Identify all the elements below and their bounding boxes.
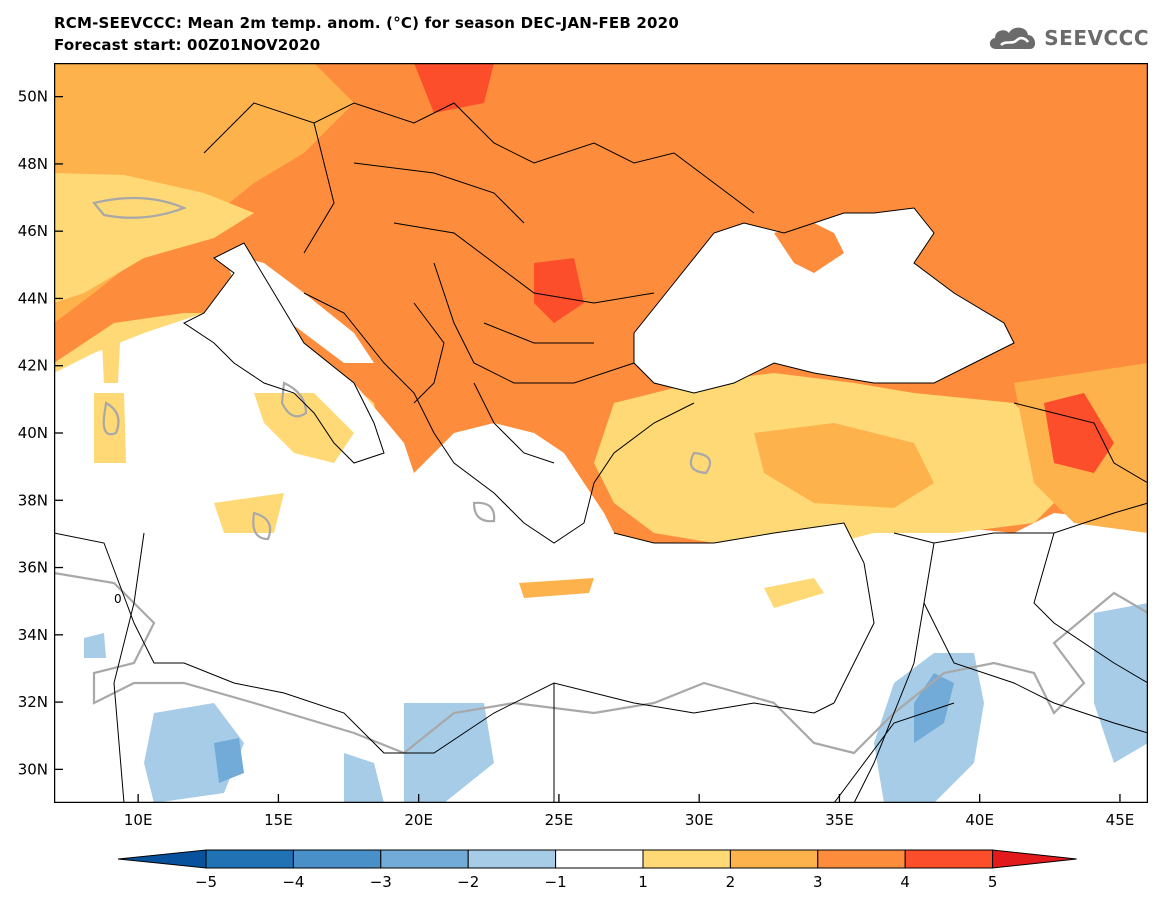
colorbar-segment bbox=[292, 849, 382, 869]
seevccc-logo: SEEVCCC bbox=[986, 20, 1149, 56]
cyprus bbox=[764, 578, 824, 608]
map-ticks bbox=[54, 95, 1121, 803]
colorbar-label: 5 bbox=[988, 873, 998, 891]
anomaly-region-4-5-caucasus bbox=[1044, 393, 1114, 473]
anomaly-region-1-2-alps bbox=[54, 173, 254, 303]
colorbar-label: −5 bbox=[195, 873, 217, 891]
borders-central-europe bbox=[203, 102, 755, 464]
lat-tick-label: 36N bbox=[18, 559, 48, 577]
map-canvas: 0 bbox=[53, 62, 1149, 804]
sea-mediterranean bbox=[54, 243, 874, 753]
lat-tick-label: 42N bbox=[18, 357, 48, 375]
contour-zero-africa bbox=[54, 571, 1148, 755]
logo-text: SEEVCCC bbox=[1044, 26, 1149, 50]
zero-contours bbox=[54, 196, 1148, 755]
lat-tick-labels: 50N 48N 46N 44N 42N 40N 38N 36N 34N 32N 30N bbox=[18, 88, 48, 779]
coastline-africa bbox=[54, 532, 835, 754]
coastline-balkans bbox=[303, 292, 695, 544]
colorbar-segment bbox=[467, 849, 557, 869]
colorbar-label: −2 bbox=[457, 873, 479, 891]
coastline-turkey-south bbox=[613, 522, 865, 564]
cloud-icon bbox=[990, 27, 1036, 49]
colorbar: −5 −4 −3 −2 −1 1 2 3 4 5 bbox=[118, 849, 1077, 891]
colorbar-label: 1 bbox=[638, 873, 648, 891]
contour-zero-italy bbox=[280, 381, 308, 418]
lon-tick-label: 20E bbox=[404, 811, 433, 829]
crete bbox=[519, 578, 594, 598]
colorbar-label: −1 bbox=[545, 873, 567, 891]
sea-tyrrhenian-coast bbox=[254, 393, 354, 463]
corsica bbox=[102, 343, 120, 383]
contour-zero-alps bbox=[92, 196, 187, 219]
lat-tick-label: 30N bbox=[18, 760, 48, 778]
lon-tick-label: 35E bbox=[825, 811, 854, 829]
colorbar-under-triangle bbox=[118, 849, 207, 869]
lat-tick-label: 34N bbox=[18, 626, 48, 644]
anomaly-region-4-5-north bbox=[414, 63, 494, 113]
anomaly-region-2-3-turkey bbox=[754, 423, 934, 508]
lon-tick-label: 45E bbox=[1106, 811, 1135, 829]
lon-tick-label: 30E bbox=[685, 811, 714, 829]
colorbar-segment bbox=[555, 849, 644, 869]
colorbar-segment bbox=[380, 849, 469, 869]
contour-zero-greece bbox=[472, 501, 496, 523]
lat-tick-label: 46N bbox=[18, 222, 48, 240]
contour-zero-turkey bbox=[689, 451, 712, 475]
map-title: RCM-SEEVCCC: Mean 2m temp. anom. (°C) fo… bbox=[54, 14, 679, 32]
sardinia bbox=[94, 393, 126, 463]
colorbar-label: 4 bbox=[900, 873, 910, 891]
anomaly-region-neg1-libya bbox=[84, 633, 106, 658]
contour-zero-sicily bbox=[252, 511, 272, 541]
crimea bbox=[774, 223, 844, 273]
colorbar-segment bbox=[205, 849, 294, 869]
anomaly-region-neg1-iraq bbox=[1094, 603, 1148, 763]
lon-tick-labels: 10E 15E 20E 25E 30E 35E 40E 45E bbox=[124, 811, 1134, 829]
colorbar-segment bbox=[904, 849, 994, 869]
borders-africa bbox=[113, 532, 555, 803]
borders-middle-east bbox=[833, 402, 1148, 803]
colorbar-segment bbox=[817, 849, 906, 869]
colorbar-over-triangle bbox=[992, 849, 1077, 869]
lon-tick-label: 15E bbox=[264, 811, 293, 829]
sea-black bbox=[634, 208, 1014, 393]
anomaly-region-4-5-romania bbox=[534, 258, 584, 323]
anomaly-map: 0 bbox=[53, 62, 1149, 804]
sea-adriatic bbox=[224, 253, 374, 363]
sicily bbox=[214, 493, 284, 533]
contour-zero-label: 0 bbox=[114, 592, 122, 606]
forecast-start-label: Forecast start: 00Z01NOV2020 bbox=[54, 36, 321, 54]
colorbar-label: −4 bbox=[282, 873, 304, 891]
lat-tick-label: 50N bbox=[18, 88, 48, 106]
coastline-levant bbox=[833, 562, 875, 704]
lat-tick-label: 38N bbox=[18, 491, 48, 509]
coastline-black-sea bbox=[633, 207, 1015, 394]
anomaly-region-neg2-arabia bbox=[914, 673, 954, 743]
country-borders bbox=[54, 102, 1148, 803]
anomaly-region-neg1-africa-c bbox=[344, 753, 384, 803]
coastline-italy bbox=[183, 242, 385, 464]
lat-tick-label: 48N bbox=[18, 155, 48, 173]
colorbar-segment bbox=[729, 849, 819, 869]
colorbar-label: 3 bbox=[813, 873, 823, 891]
lon-tick-label: 25E bbox=[545, 811, 574, 829]
colorbar-label: 2 bbox=[726, 873, 736, 891]
lat-tick-label: 40N bbox=[18, 424, 48, 442]
anomaly-region-neg2-africa-a bbox=[214, 738, 244, 783]
lon-tick-label: 10E bbox=[124, 811, 153, 829]
lat-tick-label: 44N bbox=[18, 289, 48, 307]
contour-zero-sardinia bbox=[102, 401, 120, 436]
colorbar-segment bbox=[642, 849, 731, 869]
colorbar-label: −3 bbox=[370, 873, 392, 891]
lon-tick-label: 40E bbox=[965, 811, 994, 829]
lat-tick-label: 32N bbox=[18, 693, 48, 711]
